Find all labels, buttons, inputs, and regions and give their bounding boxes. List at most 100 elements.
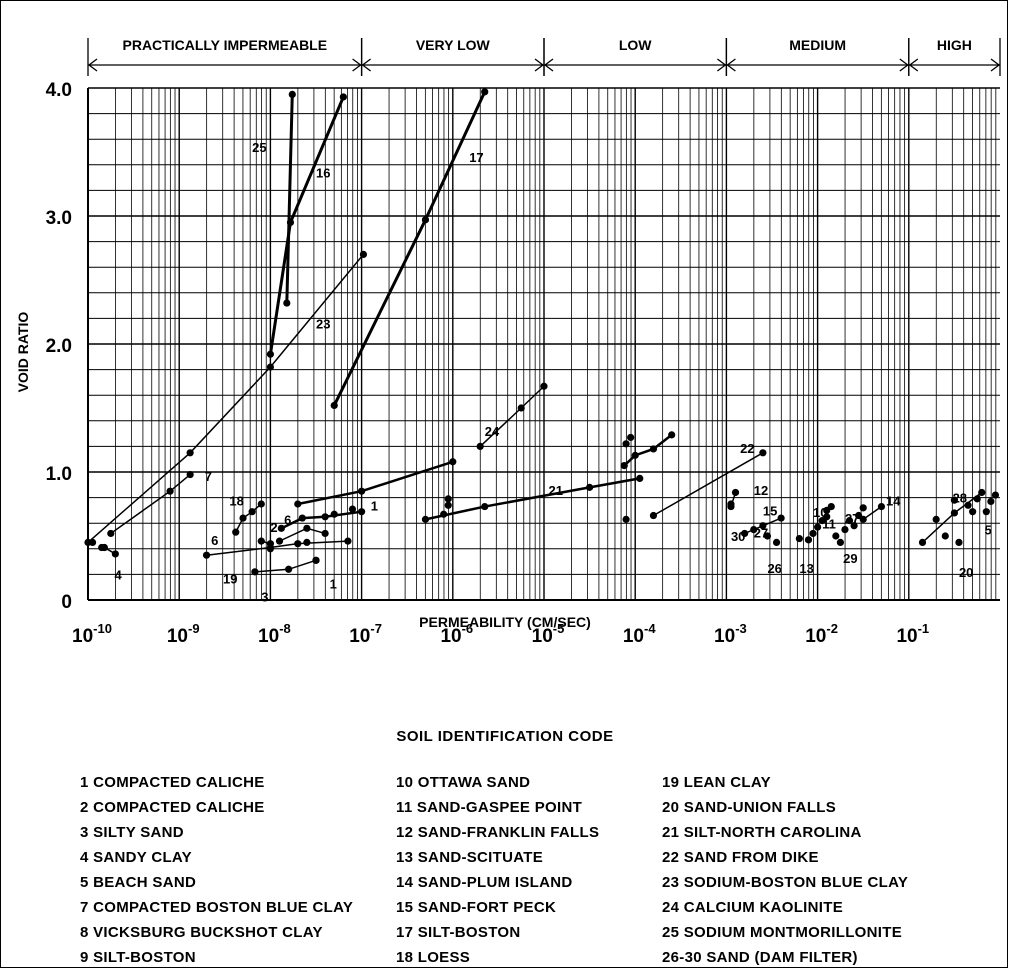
- data-point: [750, 526, 758, 534]
- point-label: 30: [731, 529, 745, 544]
- legend-item: 14 SAND-PLUM ISLAND: [396, 874, 573, 891]
- series-label: 23: [316, 317, 330, 332]
- series-line: [425, 477, 640, 521]
- legend-title: SOIL IDENTIFICATION CODE: [396, 728, 614, 745]
- data-point: [841, 526, 849, 534]
- data-point: [421, 216, 430, 224]
- data-point: [622, 440, 630, 448]
- data-point: [636, 474, 644, 482]
- data-point: [955, 538, 963, 547]
- data-point: [444, 495, 452, 503]
- data-point: [294, 540, 302, 548]
- grid-lines: [87, 87, 1000, 601]
- legend-item: 18 LOESS: [396, 949, 471, 966]
- data-point: [759, 522, 767, 530]
- series-label: 7: [205, 469, 212, 484]
- series-line: [87, 253, 365, 543]
- series-label: 14: [886, 493, 901, 508]
- range-arrowhead: [87, 58, 98, 72]
- data-point: [668, 431, 676, 439]
- data-point: [620, 462, 628, 470]
- series-line: [280, 510, 362, 530]
- series-label: 12: [754, 483, 768, 498]
- data-point: [344, 537, 352, 545]
- legend-item: 2 COMPACTED CALICHE: [80, 799, 265, 816]
- series-line: [653, 452, 764, 517]
- data-point: [809, 529, 817, 538]
- y-tick-label: 2.0: [46, 336, 72, 357]
- data-point: [232, 528, 240, 536]
- range-label: MEDIUM: [789, 37, 846, 53]
- data-point: [517, 404, 525, 412]
- point-label: 10: [813, 505, 827, 520]
- data-point: [266, 350, 274, 358]
- data-point: [741, 529, 749, 538]
- series-label: 2: [270, 520, 277, 535]
- legend-item: 1 COMPACTED CALICHE: [80, 774, 265, 791]
- data-point: [449, 458, 457, 466]
- range-arrowhead: [543, 58, 554, 72]
- data-point: [918, 538, 927, 547]
- data-point: [982, 508, 990, 516]
- range-arrowhead: [908, 58, 919, 72]
- data-point: [321, 529, 329, 538]
- series-line: [279, 527, 326, 542]
- data-point: [283, 299, 291, 307]
- series-label: 1: [371, 498, 378, 513]
- data-point: [795, 534, 803, 543]
- legend-item: 25 SODIUM MONTMORILLONITE: [662, 924, 902, 941]
- data-point: [266, 545, 274, 553]
- data-point: [359, 250, 368, 258]
- data-point: [421, 515, 430, 523]
- data-point: [804, 536, 813, 544]
- data-point: [476, 442, 484, 450]
- series-label: 3: [261, 589, 268, 604]
- data-point: [845, 517, 854, 525]
- legend-item: 20 SAND-UNION FALLS: [662, 799, 837, 816]
- series-label: 6: [284, 512, 291, 527]
- point-label: 13: [799, 561, 813, 576]
- legend-item: 4 SANDY CLAY: [80, 849, 192, 866]
- legend-column-1: 1 COMPACTED CALICHE 2 COMPACTED CALICHE 3 …: [80, 770, 353, 970]
- range-label: HIGH: [937, 37, 972, 53]
- point-label: 5: [984, 523, 991, 538]
- data-point: [481, 502, 489, 511]
- y-tick-label: 0: [61, 592, 72, 613]
- range-arrowhead: [361, 58, 371, 72]
- data-point: [991, 491, 1000, 499]
- point-label: 20: [959, 565, 973, 580]
- data-point: [312, 556, 320, 564]
- series-line: [206, 540, 348, 556]
- legend-item: 17 SILT-BOSTON: [396, 924, 521, 941]
- axis-ticks: 10-10 10-9 10-8 10-7 10-6 10-5 10-4 10-3 10-2 10-…: [46, 80, 930, 647]
- data-point: [950, 509, 959, 517]
- legend-item: 12 SAND-FRANKLIN FALLS: [396, 824, 600, 841]
- series-line: [110, 473, 191, 535]
- legend-item: 19 LEAN CLAY: [662, 774, 771, 791]
- series-label: 24: [485, 424, 500, 439]
- data-point: [772, 538, 781, 547]
- data-point: [759, 449, 767, 457]
- data-point: [836, 538, 845, 547]
- legend-item: 3 SILTY SAND: [80, 824, 184, 841]
- legend-item: 7 COMPACTED BOSTON BLUE CLAY: [80, 899, 354, 916]
- data-point: [631, 451, 639, 459]
- data-point: [987, 497, 995, 506]
- x-tick-label: 10-4: [623, 621, 656, 647]
- legend-item: 5 BEACH SAND: [80, 874, 197, 891]
- data-point: [827, 502, 835, 511]
- data-point: [731, 488, 740, 497]
- point-label: 11: [822, 516, 836, 531]
- data-point: [288, 90, 296, 98]
- data-point: [239, 514, 247, 522]
- data-point: [358, 487, 366, 495]
- data-point: [823, 513, 831, 521]
- data-point: [763, 532, 772, 540]
- x-axis-label: PERMEABILITY (CM/SEC): [419, 614, 591, 630]
- x-tick-label: 10-10: [72, 621, 112, 647]
- range-arrowhead: [534, 58, 545, 72]
- series-label: 21: [549, 483, 563, 498]
- data-point: [649, 445, 658, 453]
- series-label: 4: [114, 568, 122, 583]
